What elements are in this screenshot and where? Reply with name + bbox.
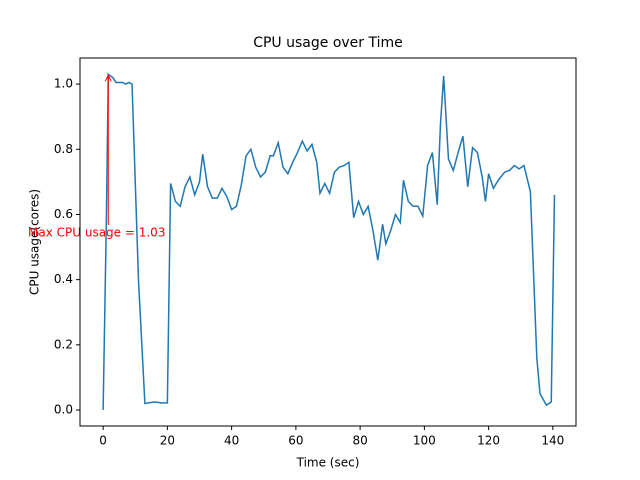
x-tick-label: 120 [477,434,500,448]
x-tick-label: 40 [224,434,239,448]
line-series [102,72,556,411]
x-tick-label: 20 [160,434,175,448]
x-tick-label: 80 [352,434,367,448]
y-tick-label: 0.8 [54,142,73,156]
annotation: Max CPU usage = 1.03 [28,226,165,240]
y-tick-label: 0.4 [54,272,73,286]
x-tick-label: 60 [288,434,303,448]
y-tick-label: 0.6 [54,207,73,221]
annotation-arrowhead [104,74,112,82]
chart-title: CPU usage over Time [253,35,403,51]
y-tick-label: 0.2 [54,337,73,351]
x-tick-label: 100 [413,434,436,448]
y-tick-label: 0.0 [54,403,73,417]
y-axis-label: CPU usage(cores) [28,189,42,295]
x-axis-label: Time (sec) [296,456,360,470]
plot-frame [79,57,577,427]
y-tick-label: 1.0 [54,77,73,91]
x-tick-label: 140 [541,434,564,448]
x-tick-label: 0 [99,434,107,448]
